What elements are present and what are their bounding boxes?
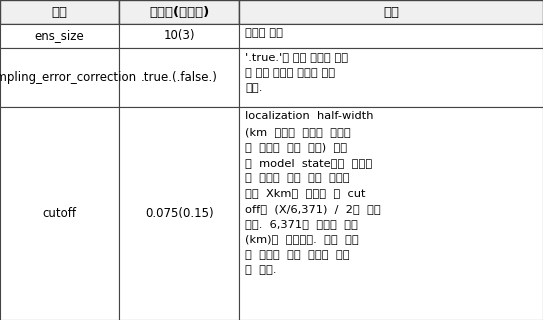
Text: ens_size: ens_size [35, 29, 85, 43]
Text: 에 따라 샘플링 에러를 조정: 에 따라 샘플링 에러를 조정 [245, 68, 336, 77]
Text: 10(3): 10(3) [163, 29, 195, 43]
Text: cutoff: cutoff [43, 207, 77, 220]
Text: 설정값(기본값): 설정값(기본값) [149, 5, 209, 19]
Text: .true.(.false.): .true.(.false.) [141, 71, 218, 84]
Text: 로  지정할  때의  예시)  관측: 로 지정할 때의 예시) 관측 [245, 142, 348, 152]
Bar [239, 24, 543, 48]
Bar [0, 107, 119, 320]
Text: sampling_error_correction: sampling_error_correction [0, 71, 137, 84]
Text: 한다.  6,371는  지구의  반경: 한다. 6,371는 지구의 반경 [245, 219, 358, 229]
Text: 수  있다.: 수 있다. [245, 265, 277, 275]
Bar [0, 0, 119, 24]
Text: '.true.'인 경우 앙상블 크기: '.true.'인 경우 앙상블 크기 [245, 52, 349, 62]
Bar [0, 48, 119, 107]
Bar [0, 24, 119, 48]
Text: (km  단위의  거리를  기반으: (km 단위의 거리를 기반으 [245, 127, 351, 137]
Text: 의미: 의미 [383, 5, 399, 19]
Bar [239, 0, 543, 24]
Bar [119, 48, 239, 107]
Bar [119, 24, 239, 48]
Text: 이  model  state에서  무언가: 이 model state에서 무언가 [245, 157, 372, 168]
Text: off를  (X/6,371)  /  2로  설정: off를 (X/6,371) / 2로 설정 [245, 204, 381, 214]
Text: 한다.: 한다. [245, 83, 263, 93]
Text: 이름: 이름 [52, 5, 68, 19]
Text: (km)를  의미한다.  실제  영향: (km)를 의미한다. 실제 영향 [245, 235, 359, 244]
Text: 0.075(0.15): 0.075(0.15) [145, 207, 213, 220]
Bar [239, 107, 543, 320]
Text: 앙상블 개수: 앙상블 개수 [245, 28, 283, 38]
Bar [119, 0, 239, 24]
Text: 에  영향을  주는  최대  수평거: 에 영향을 주는 최대 수평거 [245, 173, 350, 183]
Text: localization  half-width: localization half-width [245, 111, 374, 121]
Bar [239, 48, 543, 107]
Text: 리를  Xkm로  설정할  때  cut: 리를 Xkm로 설정할 때 cut [245, 188, 366, 198]
Text: 은  계산에  따라  차이가  있을: 은 계산에 따라 차이가 있을 [245, 250, 350, 260]
Bar [119, 107, 239, 320]
